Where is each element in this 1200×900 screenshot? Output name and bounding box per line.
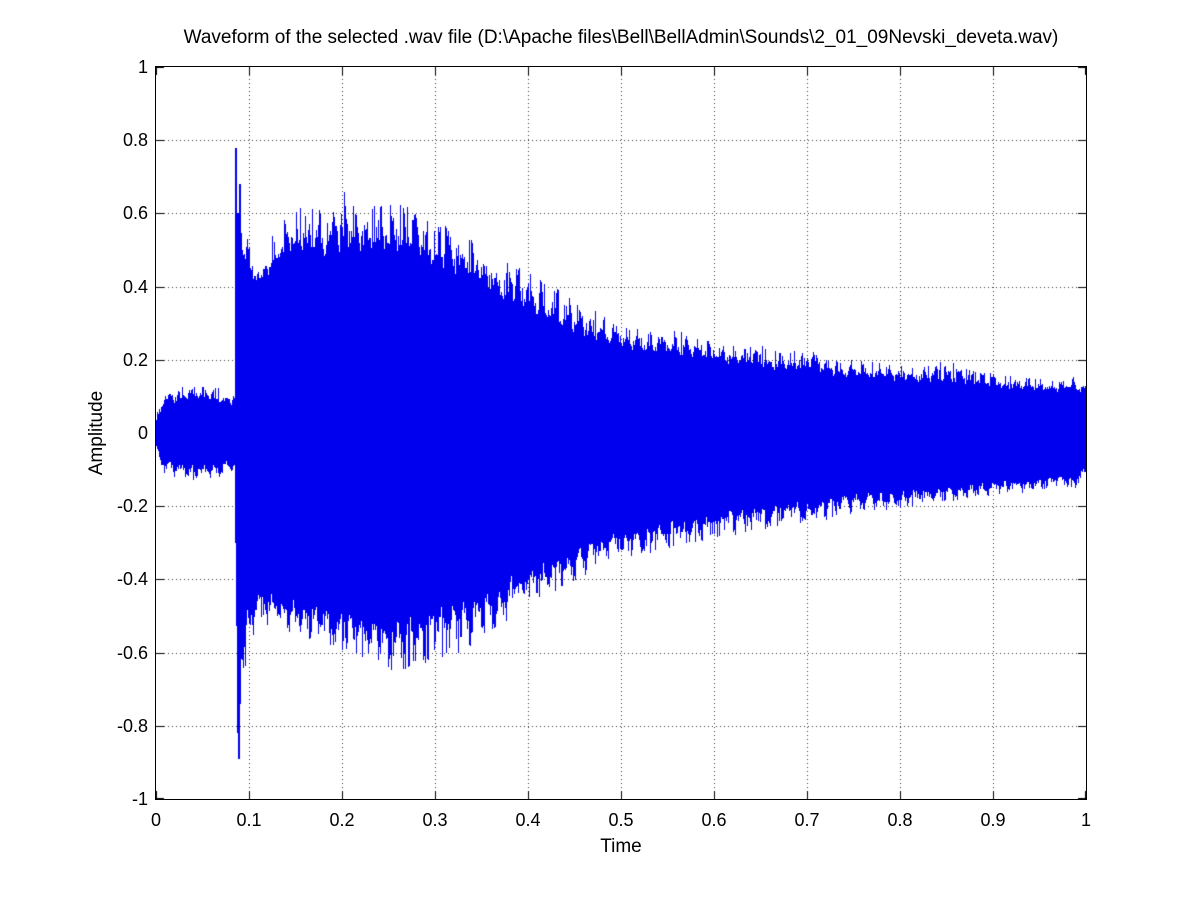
plot-area [155, 66, 1087, 800]
x-tick-label: 0.6 [701, 810, 727, 830]
y-tick-label: 0.2 [122, 349, 148, 370]
x-tick-label: 0.3 [422, 810, 448, 830]
y-tick-label: -0.8 [116, 715, 148, 736]
x-tick-label: 0.5 [608, 810, 634, 830]
waveform-canvas [156, 67, 1086, 799]
x-tick-label: 0.7 [794, 810, 820, 830]
x-tick-label: 0.9 [980, 810, 1006, 830]
chart-title: Waveform of the selected .wav file (D:\A… [183, 27, 1059, 48]
y-tick-label: 0.4 [122, 276, 148, 297]
x-tick-label: 0 [150, 810, 161, 830]
y-tick-label: -0.4 [116, 569, 148, 590]
y-tick-label: 0.8 [122, 130, 148, 151]
y-tick-label: -0.6 [116, 642, 148, 663]
x-axis-label: Time [600, 836, 642, 857]
x-tick-label: 0.2 [329, 810, 355, 830]
y-tick-label: -1 [131, 789, 148, 809]
y-tick-label: 0 [137, 423, 148, 443]
y-tick-label: 1 [137, 57, 148, 77]
y-tick-label: 0.6 [122, 203, 148, 224]
x-tick-label: 0.1 [236, 810, 262, 830]
x-tick-label: 1 [1080, 810, 1091, 830]
x-tick-label: 0.8 [887, 810, 913, 830]
y-tick-label: -0.2 [116, 496, 148, 517]
x-tick-label: 0.4 [515, 810, 541, 830]
